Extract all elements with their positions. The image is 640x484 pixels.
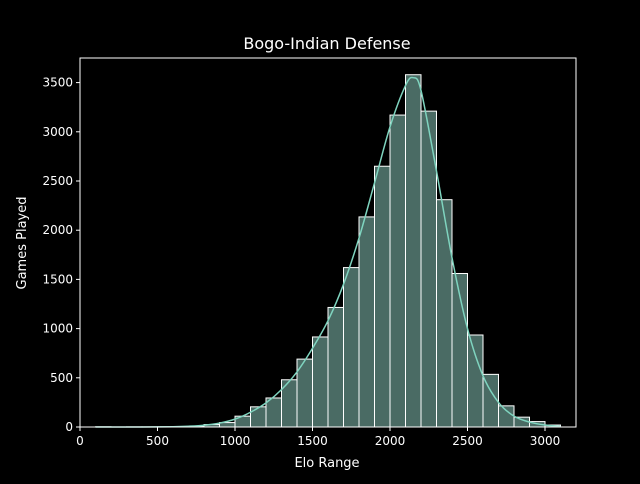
histogram-bar <box>437 200 453 427</box>
x-tick-label: 2500 <box>452 434 483 448</box>
histogram-bar <box>499 406 515 427</box>
histogram-bar <box>375 166 391 427</box>
x-tick-label: 3000 <box>530 434 561 448</box>
histogram-bar <box>406 75 422 427</box>
histogram-bar <box>313 337 329 427</box>
chart-title: Bogo-Indian Defense <box>243 34 410 53</box>
y-tick-label: 2000 <box>42 223 73 237</box>
y-tick-label: 2500 <box>42 174 73 188</box>
y-tick-label: 3500 <box>42 76 73 90</box>
histogram-bar <box>328 307 344 427</box>
x-tick-label: 1000 <box>220 434 251 448</box>
x-tick-label: 2000 <box>375 434 406 448</box>
y-tick-label: 3000 <box>42 125 73 139</box>
y-tick-label: 1000 <box>42 322 73 336</box>
histogram-bar <box>344 268 360 427</box>
y-axis-label: Games Played <box>15 197 30 290</box>
x-tick-label: 1500 <box>297 434 328 448</box>
histogram-bar <box>390 115 406 427</box>
x-tick-label: 500 <box>146 434 169 448</box>
x-tick-label: 0 <box>76 434 84 448</box>
histogram-bar <box>468 335 484 427</box>
histogram-bar <box>359 217 375 427</box>
y-tick-label: 0 <box>65 420 73 434</box>
histogram-bar <box>251 407 267 427</box>
y-tick-label: 500 <box>50 371 73 385</box>
x-axis-label: Elo Range <box>294 456 359 471</box>
histogram-bar <box>266 398 282 427</box>
y-tick-label: 1500 <box>42 272 73 286</box>
